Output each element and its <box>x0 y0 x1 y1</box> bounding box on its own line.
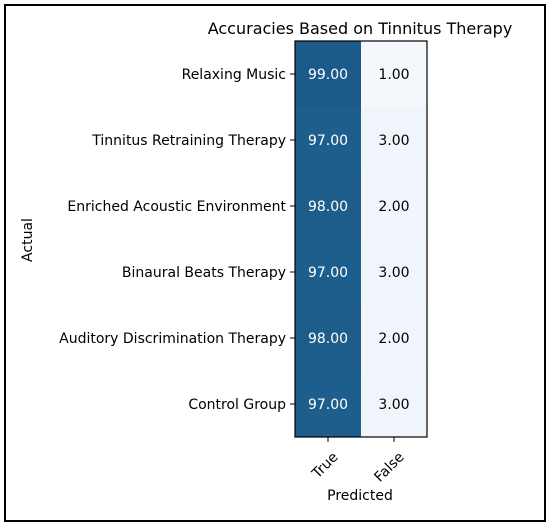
y-tick-label: Tinnitus Retraining Therapy <box>91 133 286 149</box>
heatmap-cell <box>295 173 361 239</box>
y-tick-label: Binaural Beats Therapy <box>122 265 286 281</box>
cell-value-label: 98.00 <box>308 199 348 215</box>
heatmap-cell <box>295 107 361 173</box>
cell-value-label: 99.00 <box>308 67 348 83</box>
cell-value-label: 1.00 <box>378 67 409 83</box>
y-axis: Relaxing Music Tinnitus Retraining Therap… <box>59 67 295 413</box>
heatmap-cell <box>361 371 427 437</box>
heatmap-cell <box>361 239 427 305</box>
cell-value-label: 3.00 <box>378 265 409 281</box>
heatmap-cell <box>361 41 427 107</box>
plot-border <box>294 40 428 438</box>
cell-value-label: 98.00 <box>308 331 348 347</box>
cell-value-label: 97.00 <box>308 265 348 281</box>
heatmap-cell <box>295 305 361 371</box>
figure-frame <box>4 4 546 522</box>
heatmap-cell <box>295 239 361 305</box>
x-axis-label: Predicted <box>327 488 393 504</box>
y-tick-label: Enriched Acoustic Environment <box>67 199 286 215</box>
x-tick-label: True <box>309 449 342 482</box>
heatmap-cell <box>361 173 427 239</box>
chart-title: Accuracies Based on Tinnitus Therapy <box>208 19 513 38</box>
y-axis-label: Actual <box>20 218 36 262</box>
heatmap-cell <box>361 107 427 173</box>
y-tick-label: Relaxing Music <box>182 67 286 83</box>
cell-value-label: 2.00 <box>378 199 409 215</box>
cell-value-label: 97.00 <box>308 133 348 149</box>
x-axis: True False <box>309 437 408 485</box>
x-tick-label: False <box>371 449 407 485</box>
cell-value-label: 3.00 <box>378 397 409 413</box>
cell-value-label: 2.00 <box>378 331 409 347</box>
y-tick-label: Control Group <box>188 397 286 413</box>
y-tick-label: Auditory Discrimination Therapy <box>59 331 286 347</box>
heatmap-cell <box>361 305 427 371</box>
cell-value-label: 97.00 <box>308 397 348 413</box>
cell-value-label: 3.00 <box>378 133 409 149</box>
heatmap-cell <box>295 41 361 107</box>
heatmap-cell <box>295 371 361 437</box>
heatmap-cells: 99.00 1.00 97.00 3.00 98.00 2.00 97.00 3.00 98.0… <box>295 41 427 437</box>
